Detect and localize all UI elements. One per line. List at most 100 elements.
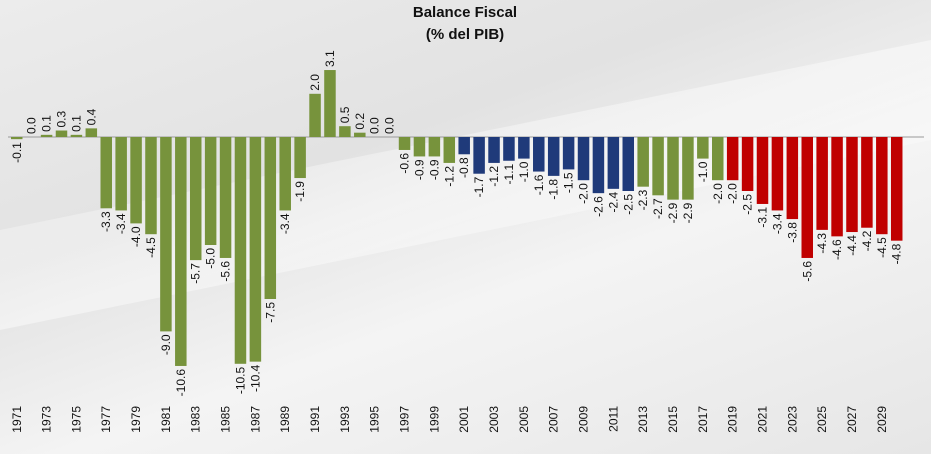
data-label-2025: -4.3 bbox=[815, 233, 829, 254]
data-label-1984: -5.0 bbox=[204, 248, 218, 269]
data-label-2016: -2.9 bbox=[681, 202, 695, 223]
data-label-1997: -0.6 bbox=[398, 153, 412, 174]
bar-1993 bbox=[339, 126, 351, 137]
data-label-2020: -2.5 bbox=[741, 194, 755, 215]
bar-2017 bbox=[697, 137, 709, 159]
tick-label-1989: 1989 bbox=[278, 406, 292, 433]
bar-1982 bbox=[175, 137, 187, 366]
tick-label-1975: 1975 bbox=[69, 406, 83, 433]
bar-2018 bbox=[712, 137, 724, 181]
tick-label-1993: 1993 bbox=[338, 406, 352, 433]
bar-1994 bbox=[354, 132, 366, 137]
data-label-2008: -1.5 bbox=[562, 172, 576, 193]
bar-2028 bbox=[861, 137, 873, 228]
tick-label-2023: 2023 bbox=[785, 406, 799, 433]
data-label-2005: -1.0 bbox=[517, 161, 531, 182]
data-label-2000: -1.2 bbox=[442, 166, 456, 187]
data-label-2022: -3.4 bbox=[770, 213, 784, 234]
tick-label-2009: 2009 bbox=[577, 406, 591, 433]
data-label-1971: -0.1 bbox=[10, 142, 24, 163]
bar-1979 bbox=[130, 137, 142, 224]
data-label-2028: -4.2 bbox=[860, 230, 874, 251]
tick-label-2001: 2001 bbox=[457, 406, 471, 433]
bar-1984 bbox=[204, 137, 217, 245]
bar-2009 bbox=[577, 137, 590, 181]
tick-label-1997: 1997 bbox=[398, 406, 412, 433]
data-label-2011: -2.4 bbox=[606, 192, 620, 213]
data-label-1994: 0.2 bbox=[353, 113, 367, 130]
bar-1976 bbox=[85, 128, 98, 137]
background-stripe bbox=[0, 40, 931, 330]
bar-1974 bbox=[55, 130, 68, 137]
bar-1989 bbox=[279, 137, 291, 211]
tick-label-1973: 1973 bbox=[40, 406, 54, 433]
bar-1997 bbox=[398, 137, 411, 150]
data-label-1993: 0.5 bbox=[338, 106, 352, 123]
bar-1992 bbox=[324, 70, 336, 137]
bar-1998 bbox=[413, 137, 426, 157]
bar-1981 bbox=[160, 137, 172, 332]
bar-2029 bbox=[876, 137, 888, 235]
bar-2016 bbox=[682, 137, 694, 200]
data-label-2029: -4.5 bbox=[875, 237, 889, 258]
data-label-1987: -10.4 bbox=[248, 364, 262, 392]
bar-2027 bbox=[846, 137, 858, 233]
tick-label-2005: 2005 bbox=[517, 406, 531, 433]
chart-title: Balance Fiscal bbox=[412, 4, 518, 21]
data-label-1986: -10.5 bbox=[233, 366, 247, 394]
data-label-2010: -2.6 bbox=[591, 196, 605, 217]
bar-2015 bbox=[667, 137, 679, 200]
data-label-2009: -2.0 bbox=[577, 183, 591, 204]
bar-2023 bbox=[786, 137, 799, 220]
data-label-1990: -1.9 bbox=[293, 181, 307, 202]
data-label-2021: -3.1 bbox=[756, 207, 770, 228]
bar-1985 bbox=[219, 137, 232, 258]
tick-label-1995: 1995 bbox=[368, 406, 382, 433]
data-label-2007: -1.8 bbox=[547, 179, 561, 200]
data-label-1988: -7.5 bbox=[263, 302, 277, 323]
bar-2026 bbox=[831, 137, 843, 237]
bar-2019 bbox=[726, 137, 739, 181]
bar-2007 bbox=[547, 137, 560, 176]
data-label-2012: -2.5 bbox=[621, 194, 635, 215]
data-label-1983: -5.7 bbox=[189, 263, 203, 284]
bar-2021 bbox=[756, 137, 769, 204]
data-label-1976: 0.4 bbox=[84, 108, 98, 125]
data-label-1989: -3.4 bbox=[278, 213, 292, 234]
data-label-2023: -3.8 bbox=[785, 222, 799, 243]
data-label-2018: -2.0 bbox=[711, 183, 725, 204]
bar-2010 bbox=[592, 137, 605, 194]
bar-2022 bbox=[771, 137, 784, 211]
bar-2014 bbox=[652, 137, 664, 196]
data-label-1974: 0.3 bbox=[54, 111, 68, 128]
tick-label-2007: 2007 bbox=[547, 406, 561, 433]
bar-1971 bbox=[11, 137, 23, 140]
bar-2030 bbox=[890, 137, 903, 241]
tick-label-2013: 2013 bbox=[636, 406, 650, 433]
bar-1973 bbox=[40, 134, 53, 137]
bar-2000 bbox=[443, 137, 456, 163]
bar-1983 bbox=[189, 137, 202, 261]
tick-label-2017: 2017 bbox=[696, 406, 710, 433]
tick-label-2029: 2029 bbox=[875, 406, 889, 433]
data-label-1977: -3.3 bbox=[99, 211, 113, 232]
data-label-1973: 0.1 bbox=[40, 115, 54, 132]
tick-label-2021: 2021 bbox=[756, 406, 770, 433]
tick-label-1991: 1991 bbox=[308, 406, 322, 433]
bar-2003 bbox=[488, 137, 500, 163]
data-label-2015: -2.9 bbox=[666, 202, 680, 223]
data-label-1995: 0.0 bbox=[368, 117, 382, 134]
chart-subtitle: (% del PIB) bbox=[425, 26, 505, 43]
data-label-2026: -4.6 bbox=[830, 239, 844, 260]
data-label-1975: 0.1 bbox=[69, 115, 83, 132]
bar-2011 bbox=[607, 137, 620, 189]
tick-label-1977: 1977 bbox=[99, 406, 113, 433]
bar-2001 bbox=[458, 137, 470, 155]
bar-1980 bbox=[145, 137, 157, 235]
tick-label-1979: 1979 bbox=[129, 406, 143, 433]
tick-label-1985: 1985 bbox=[219, 406, 233, 433]
data-label-1985: -5.6 bbox=[219, 261, 233, 282]
data-label-1978: -3.4 bbox=[114, 213, 128, 234]
bar-2004 bbox=[503, 137, 515, 161]
bar-2006 bbox=[533, 137, 545, 172]
